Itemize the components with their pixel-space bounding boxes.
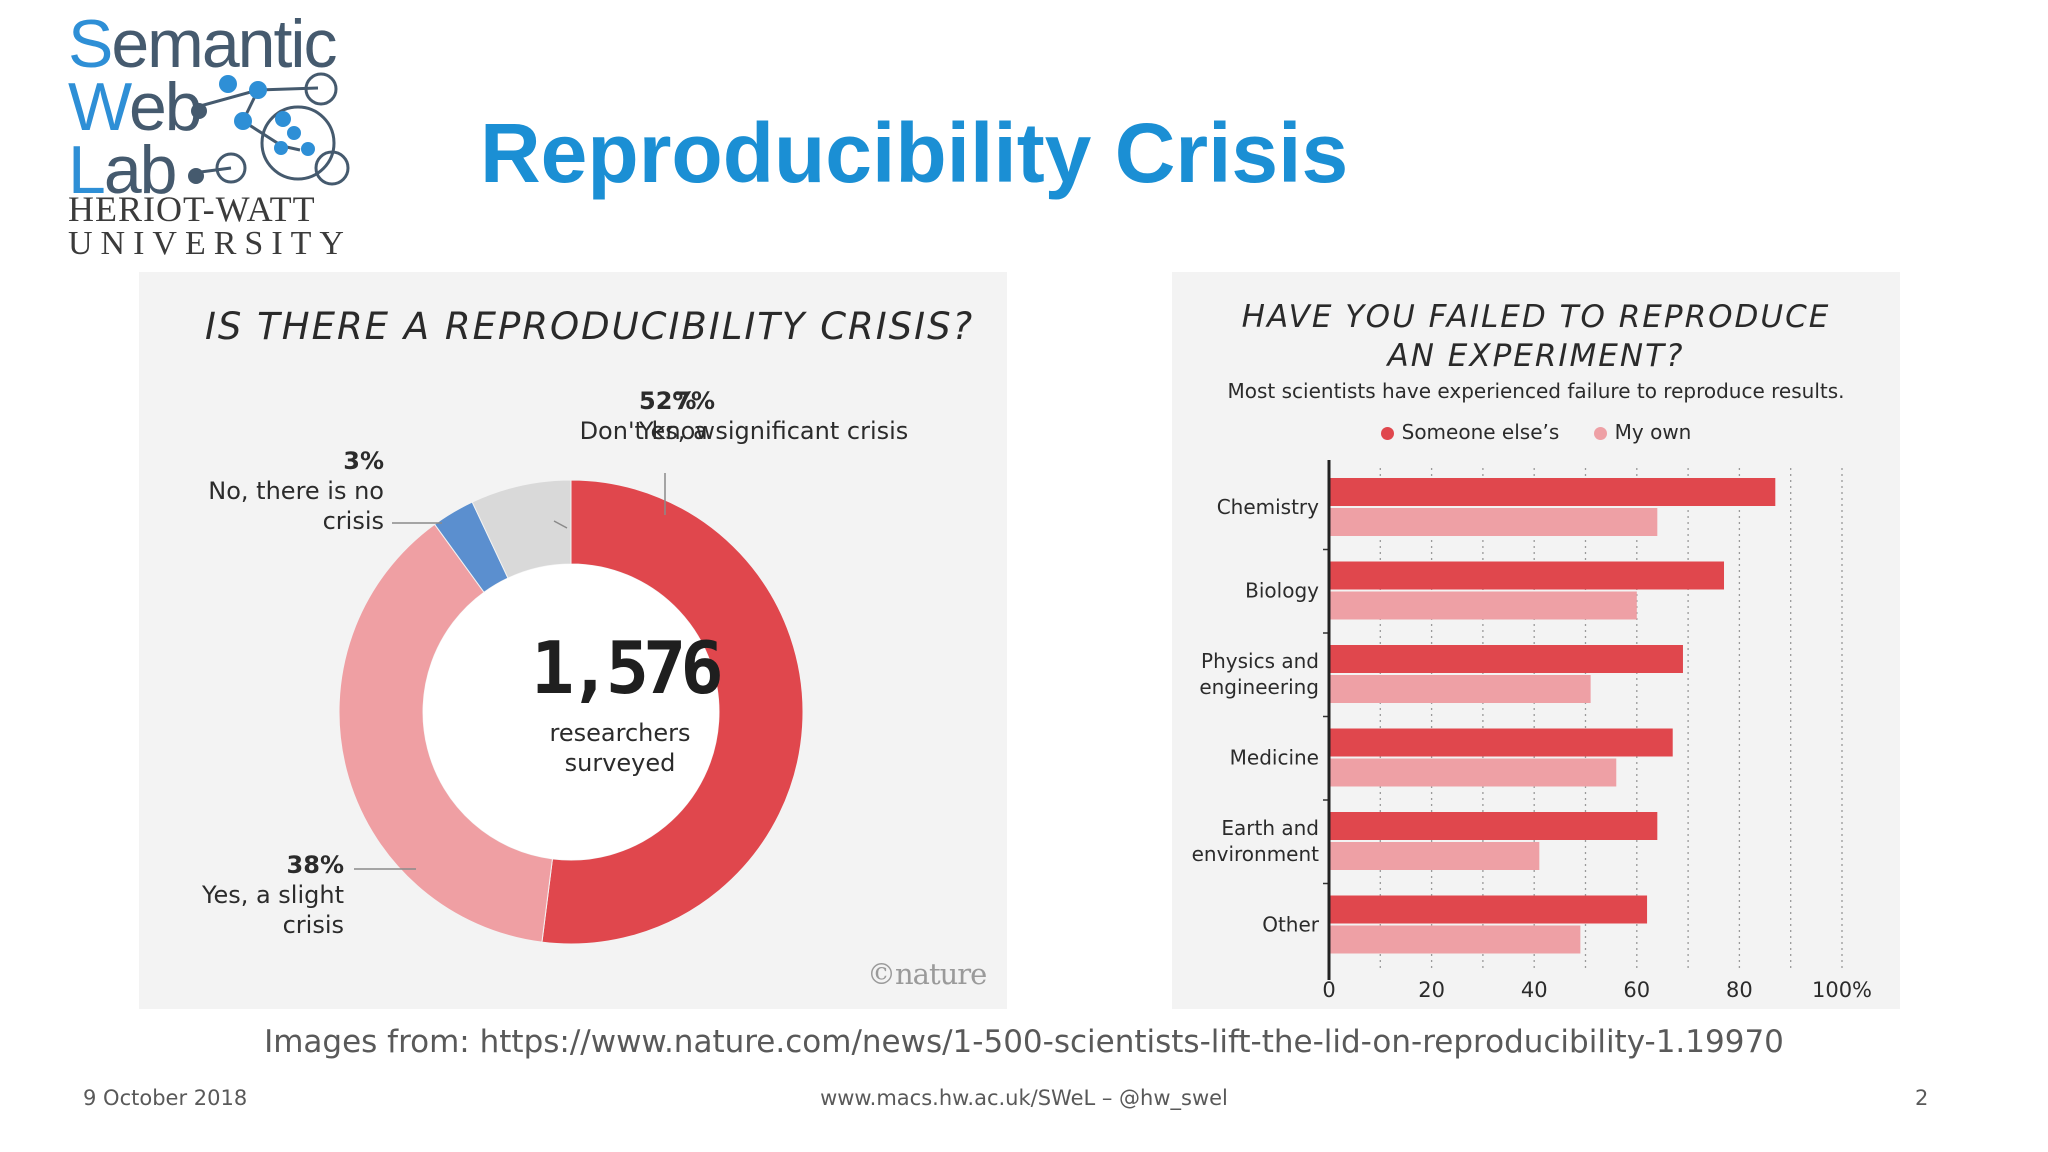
x-tick-label: 20	[1418, 978, 1445, 1002]
legend-label-someone-else: Someone else’s	[1401, 420, 1560, 444]
logo-line-semantic: Semantic	[68, 6, 337, 82]
bar-my-own	[1329, 925, 1581, 954]
legend-dot-my-own	[1593, 427, 1607, 440]
category-label: environment	[1192, 842, 1320, 866]
bar-someone-else	[1329, 478, 1776, 506]
logo-university-line1: HERIOT-WATT	[68, 189, 316, 229]
slice-label-significant: 52% Yes, a significant crisis	[639, 387, 909, 445]
donut-center-number: 1,576	[531, 626, 724, 710]
bar-my-own	[1329, 758, 1617, 787]
category-label: Physics and	[1201, 649, 1319, 673]
x-tick-label: 0	[1322, 978, 1335, 1002]
slice-label-dont-know: 7% Don't know	[579, 387, 715, 445]
legend-label-my-own: My own	[1614, 420, 1692, 444]
donut-chart-title: IS THERE A REPRODUCIBILITY CRISIS?	[205, 305, 975, 348]
slice-label-slight-text: Yes, a slight crisis	[201, 881, 344, 939]
bar-chart-title-line1: HAVE YOU FAILED TO REPRODUCE	[1241, 299, 1831, 335]
donut-center-label-1: researchers	[549, 719, 691, 747]
bar-someone-else	[1329, 895, 1648, 924]
bar-chart-panel: HAVE YOU FAILED TO REPRODUCE AN EXPERIME…	[1172, 272, 1900, 1009]
bar-chart-legend: Someone else’s My own	[1172, 420, 1900, 444]
image-source-caption: Images from: https://www.nature.com/news…	[264, 1024, 1784, 1060]
logo-line-web: Web	[68, 69, 203, 145]
category-label: engineering	[1199, 675, 1319, 699]
footer-date: 9 October 2018	[83, 1086, 248, 1110]
bar-someone-else	[1329, 645, 1683, 673]
category-label: Chemistry	[1217, 495, 1319, 519]
nature-credit: ©nature	[867, 957, 987, 991]
legend-dot-someone-else	[1380, 427, 1394, 440]
donut-leader-lines	[354, 473, 666, 870]
slice-label-no-crisis: 3% No, there is no crisis	[189, 446, 384, 536]
slide-title: Reproducibility Crisis	[480, 106, 1349, 200]
donut-slice-significant	[541, 479, 804, 945]
bar-chart-title: HAVE YOU FAILED TO REPRODUCE AN EXPERIME…	[1172, 298, 1900, 376]
logo-university-line2: UNIVERSITY	[68, 225, 352, 262]
category-label: Biology	[1245, 579, 1319, 603]
donut-chart-svg	[338, 473, 804, 945]
logo-network-icon	[188, 72, 350, 186]
donut-chart-panel: IS THERE A REPRODUCIBILITY CRISIS? 1,576…	[139, 272, 1007, 1009]
bar-my-own	[1329, 508, 1658, 536]
bar-chart-title-line2: AN EXPERIMENT?	[1387, 338, 1685, 374]
footer-page-number: 2	[1915, 1086, 1929, 1110]
x-tick-label: 80	[1726, 978, 1753, 1002]
x-tick-label: 40	[1521, 978, 1548, 1002]
bar-someone-else	[1329, 561, 1725, 590]
x-tick-label: 60	[1623, 978, 1650, 1002]
semantic-web-lab-logo: Semantic Web Lab HERIOT-WATT UNIVERSITY	[68, 6, 368, 262]
category-label: Other	[1262, 913, 1320, 937]
bar-my-own	[1329, 675, 1591, 703]
bar-chart-subtitle: Most scientists have experienced failure…	[1227, 379, 1845, 403]
bar-someone-else	[1329, 728, 1673, 757]
bar-someone-else	[1329, 812, 1658, 840]
slice-label-no-crisis-text: No, there is no crisis	[208, 477, 384, 535]
slice-label-slight: 38% Yes, a slight crisis	[169, 850, 344, 940]
category-label: Earth and	[1221, 816, 1319, 840]
logo-line-lab: Lab	[68, 132, 177, 208]
donut-slices	[338, 479, 804, 945]
category-label: Medicine	[1230, 746, 1319, 770]
donut-center-label-2: surveyed	[564, 749, 676, 777]
x-tick-label: 100%	[1812, 978, 1872, 1002]
bar-my-own	[1329, 591, 1637, 620]
donut-center-hole	[423, 564, 719, 860]
footer-url: www.macs.hw.ac.uk/SWeL – @hw_swel	[820, 1086, 1228, 1110]
bar-my-own	[1329, 842, 1540, 870]
